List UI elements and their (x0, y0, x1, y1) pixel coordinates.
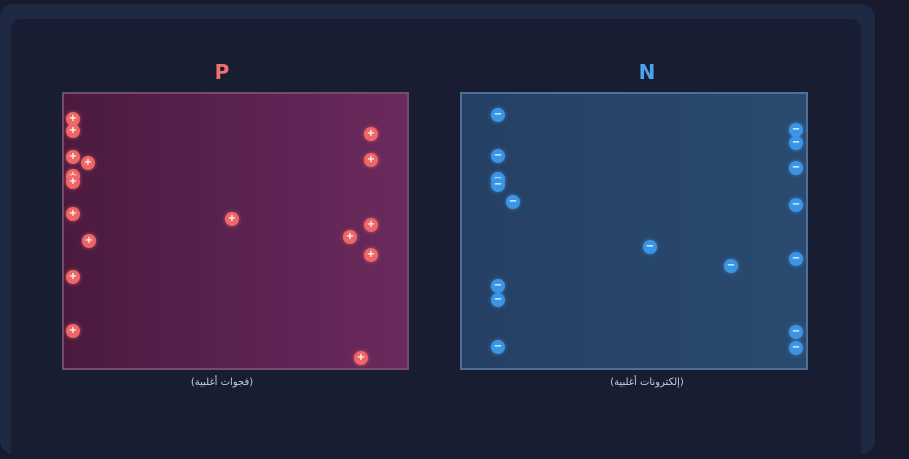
hole-carrier: + (66, 150, 80, 164)
electron-carrier: − (491, 293, 505, 307)
hole-carrier: + (343, 230, 357, 244)
hole-carrier: + (66, 324, 80, 338)
hole-carrier: + (66, 124, 80, 138)
electron-carrier: − (724, 259, 738, 273)
hole-carrier: + (364, 127, 378, 141)
electron-carrier: − (491, 108, 505, 122)
electron-carrier: − (789, 161, 803, 175)
electron-carrier: − (491, 149, 505, 163)
hole-carrier: + (66, 175, 80, 189)
p-type-region: +++++++++++++++++ (62, 92, 409, 370)
electron-carrier: − (491, 178, 505, 192)
p-region-label: P (214, 60, 230, 84)
hole-carrier: + (66, 112, 80, 126)
electron-carrier: − (789, 136, 803, 150)
hole-carrier: + (225, 212, 239, 226)
electron-carrier: − (506, 195, 520, 209)
electron-carrier: − (789, 325, 803, 339)
hole-carrier: + (82, 234, 96, 248)
electron-carrier: − (491, 279, 505, 293)
n-type-region: −−−−−−−−−−−−−−−−− (460, 92, 808, 370)
hole-carrier: + (364, 153, 378, 167)
n-region-label: N (638, 60, 656, 84)
p-region-caption: (فجوات أغلبية) (190, 377, 254, 388)
hole-carrier: + (354, 351, 368, 365)
n-region-caption: (إلكترونات أغلبية) (610, 377, 684, 388)
hole-carrier: + (364, 248, 378, 262)
electron-carrier: − (643, 240, 657, 254)
electron-carrier: − (789, 341, 803, 355)
electron-carrier: − (789, 198, 803, 212)
hole-carrier: + (81, 156, 95, 170)
electron-carrier: − (491, 340, 505, 354)
electron-carrier: − (789, 252, 803, 266)
electron-carrier: − (789, 123, 803, 137)
hole-carrier: + (66, 207, 80, 221)
hole-carrier: + (66, 270, 80, 284)
hole-carrier: + (364, 218, 378, 232)
